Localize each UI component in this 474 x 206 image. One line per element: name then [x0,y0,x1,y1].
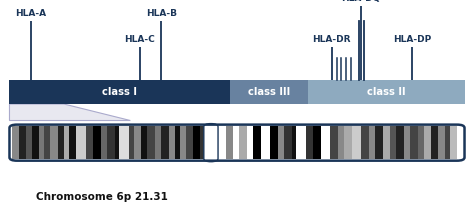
Text: HLA-C: HLA-C [125,35,155,44]
Bar [186,126,193,159]
Bar [93,126,101,159]
Bar [50,126,58,159]
Bar [212,126,218,159]
Bar [270,126,278,159]
Bar [361,126,369,159]
Text: HLA-DP: HLA-DP [393,35,431,44]
Bar [296,126,306,159]
Bar [404,126,410,159]
Bar [155,126,161,159]
Bar [308,80,465,104]
Bar [383,126,390,159]
Bar [306,126,313,159]
Bar [115,126,119,159]
Bar [204,126,212,159]
Text: Chromosome 6p 21.31: Chromosome 6p 21.31 [36,192,167,202]
Bar [69,126,76,159]
Bar [418,126,424,159]
Bar [369,126,375,159]
Bar [261,126,270,159]
Bar [175,126,180,159]
Bar [344,126,352,159]
Bar [200,126,204,159]
Bar [9,80,230,104]
Bar [169,126,175,159]
Bar [101,126,107,159]
Bar [26,126,32,159]
Bar [445,126,450,159]
Bar [58,126,64,159]
Polygon shape [9,104,130,121]
Bar [19,126,26,159]
Bar [230,80,308,104]
Bar [86,126,93,159]
Text: HLA-DR: HLA-DR [312,35,351,44]
Bar [147,126,155,159]
Bar [141,126,147,159]
Bar [284,126,292,159]
Text: HLA-DQ: HLA-DQ [341,0,381,3]
Bar [396,126,404,159]
Bar [32,126,39,159]
Bar [390,126,396,159]
Bar [180,126,186,159]
Text: class II: class II [367,87,406,97]
Bar [292,126,296,159]
Bar [253,126,261,159]
Bar [321,126,330,159]
Bar [134,126,141,159]
Bar [375,126,383,159]
Bar [64,126,69,159]
Bar [226,126,233,159]
Bar [193,126,200,159]
Bar [450,126,457,159]
Bar [278,126,284,159]
Bar [119,126,129,159]
Bar [12,126,19,159]
Bar [76,126,86,159]
Bar [218,126,226,159]
Text: HLA-B: HLA-B [146,8,177,18]
FancyBboxPatch shape [9,125,465,161]
Bar [107,126,115,159]
Bar [161,126,169,159]
Bar [129,126,134,159]
Bar [424,126,431,159]
Bar [410,126,418,159]
FancyBboxPatch shape [204,124,218,162]
Bar [247,126,253,159]
Bar [438,126,445,159]
Text: HLA-A: HLA-A [15,8,46,18]
Bar [39,126,44,159]
Bar [239,126,247,159]
Text: class I: class I [102,87,137,97]
Bar [233,126,239,159]
Bar [431,126,438,159]
Bar [338,126,344,159]
Text: class III: class III [248,87,290,97]
Bar [330,126,338,159]
Bar [44,126,50,159]
Bar [352,126,361,159]
Bar [313,126,321,159]
